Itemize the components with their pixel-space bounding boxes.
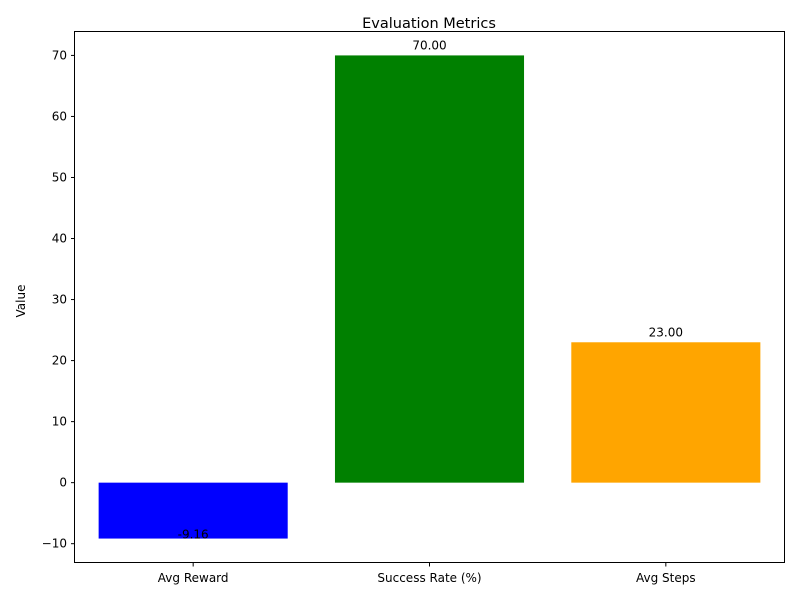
y-tick-label: 30 xyxy=(52,293,67,307)
data-label: -9.16 xyxy=(178,528,209,542)
y-tick-label: −10 xyxy=(42,537,67,551)
y-tick-label: 0 xyxy=(59,476,67,490)
chart-title: Evaluation Metrics xyxy=(362,16,496,32)
x-tick-label: Avg Steps xyxy=(636,571,696,585)
x-tick-label: Success Rate (%) xyxy=(377,571,481,585)
y-tick-label: 20 xyxy=(52,354,67,368)
bar-avg-reward xyxy=(98,482,288,539)
data-label: 23.00 xyxy=(649,325,683,339)
y-tick-label: 70 xyxy=(52,48,67,62)
data-labels-group: -9.16 70.00 23.00 xyxy=(178,38,683,541)
plot-frame xyxy=(74,31,785,563)
y-tick-label: 50 xyxy=(52,170,67,184)
y-tick-label: 10 xyxy=(52,415,67,429)
bar-avg-steps xyxy=(571,342,761,483)
y-axis-ticks: −10 0 10 20 30 40 50 60 70 xyxy=(42,48,75,551)
data-label: 70.00 xyxy=(412,38,446,52)
y-axis-label: Value xyxy=(14,285,28,318)
bar-success-rate xyxy=(334,55,525,483)
y-tick-label: 60 xyxy=(52,109,67,123)
x-tick-label: Avg Reward xyxy=(158,571,229,585)
bars-group xyxy=(98,55,761,539)
y-tick-label: 40 xyxy=(52,232,67,246)
x-axis-ticks: Avg Reward Success Rate (%) Avg Steps xyxy=(158,562,696,585)
